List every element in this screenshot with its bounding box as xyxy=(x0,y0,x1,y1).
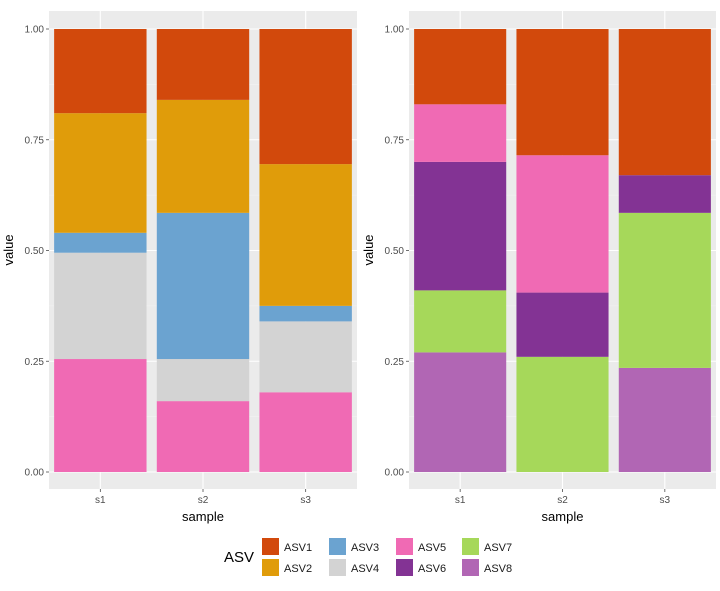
legend-swatch xyxy=(262,538,279,555)
legend-swatch xyxy=(262,559,279,576)
bar-segment-asv7-s2 xyxy=(516,356,609,472)
legend-swatch xyxy=(329,538,346,555)
bar-segment-asv5-s3 xyxy=(259,392,352,472)
bar-segment-asv4-s3 xyxy=(259,321,352,393)
x-tick-label-s2: s2 xyxy=(198,495,209,506)
y-tick-label: 0.00 xyxy=(25,468,45,479)
x-axis-title: sample xyxy=(542,509,584,524)
chart-panel-2: 0.00 0.25 0.50 0.75 1.00 s1 s2 s3 sample value xyxy=(361,11,716,524)
legend-item-asv8: ASV8 xyxy=(462,559,512,576)
bar-segment-asv7-s3 xyxy=(618,212,711,368)
bar-segment-asv3-s2 xyxy=(156,212,250,360)
legend-swatch xyxy=(462,538,479,555)
bar-segment-asv6-s3 xyxy=(618,175,711,213)
legend: ASV ASV1 ASV2 ASV3 ASV4 ASV5 ASV6 ASV7 ASV8 xyxy=(224,538,512,576)
legend-label: ASV5 xyxy=(418,542,446,554)
legend-item-asv2: ASV2 xyxy=(262,559,312,576)
bar-segment-asv1-s3 xyxy=(259,29,352,165)
legend-item-asv5: ASV5 xyxy=(396,538,446,555)
legend-label: ASV2 xyxy=(284,563,312,575)
bar-segment-asv4-s2 xyxy=(156,359,250,402)
bar-segment-asv7-s1 xyxy=(414,290,507,353)
bar-segment-asv5-s1 xyxy=(414,104,507,162)
bar-segment-asv1-s3 xyxy=(618,29,711,176)
legend-item-asv1: ASV1 xyxy=(262,538,312,555)
bar-segment-asv2-s1 xyxy=(54,113,147,233)
legend-label: ASV7 xyxy=(484,542,512,554)
legend-title: ASV xyxy=(224,549,254,566)
y-tick-label: 0.75 xyxy=(385,135,405,146)
legend-label: ASV4 xyxy=(351,563,379,575)
bar-segment-asv3-s1 xyxy=(54,232,147,253)
legend-swatch xyxy=(329,559,346,576)
legend-item-asv3: ASV3 xyxy=(329,538,379,555)
y-tick-label: 0.50 xyxy=(25,246,45,257)
legend-swatch xyxy=(396,538,413,555)
bar-segment-asv1-s1 xyxy=(414,29,507,105)
legend-item-asv7: ASV7 xyxy=(462,538,512,555)
bar-segment-asv5-s1 xyxy=(54,359,147,472)
legend-swatch xyxy=(396,559,413,576)
x-tick-label-s1: s1 xyxy=(95,495,106,506)
bar-segment-asv6-s1 xyxy=(414,161,507,291)
bar-segment-asv1-s1 xyxy=(54,29,147,114)
x-tick-label-s3: s3 xyxy=(300,495,311,506)
y-axis-title: value xyxy=(361,234,376,265)
x-tick-label-s3: s3 xyxy=(660,495,671,506)
legend-label: ASV1 xyxy=(284,542,312,554)
bar-segment-asv8-s3 xyxy=(618,367,711,472)
legend-swatch xyxy=(462,559,479,576)
legend-label: ASV3 xyxy=(351,542,379,554)
bar-segment-asv2-s3 xyxy=(259,164,352,306)
y-tick-label: 1.00 xyxy=(25,25,45,36)
y-tick-label: 0.25 xyxy=(25,357,45,368)
legend-label: ASV8 xyxy=(484,563,512,575)
bar-segment-asv2-s2 xyxy=(156,99,250,213)
x-tick-label-s2: s2 xyxy=(557,495,568,506)
chart-panel-1: 0.00 0.25 0.50 0.75 1.00 s1 s2 s3 sample value xyxy=(1,11,357,524)
legend-item-asv6: ASV6 xyxy=(396,559,446,576)
x-axis-title: sample xyxy=(182,509,224,524)
legend-label: ASV6 xyxy=(418,563,446,575)
bar-segment-asv5-s2 xyxy=(516,155,609,293)
y-tick-label: 1.00 xyxy=(385,25,405,36)
bar-segment-asv4-s1 xyxy=(54,252,147,360)
y-tick-label: 0.75 xyxy=(25,135,45,146)
bar-segment-asv3-s3 xyxy=(259,305,352,322)
y-axis-title: value xyxy=(1,234,16,265)
y-tick-label: 0.25 xyxy=(385,357,405,368)
bar-segment-asv6-s2 xyxy=(516,292,609,357)
bar-segment-asv5-s2 xyxy=(156,401,250,472)
y-tick-label: 0.00 xyxy=(385,468,405,479)
legend-item-asv4: ASV4 xyxy=(329,559,379,576)
bar-segment-asv1-s2 xyxy=(156,29,250,100)
bar-segment-asv8-s1 xyxy=(414,352,507,472)
bar-segment-asv1-s2 xyxy=(516,29,609,156)
y-tick-label: 0.50 xyxy=(385,246,405,257)
x-tick-label-s1: s1 xyxy=(455,495,466,506)
